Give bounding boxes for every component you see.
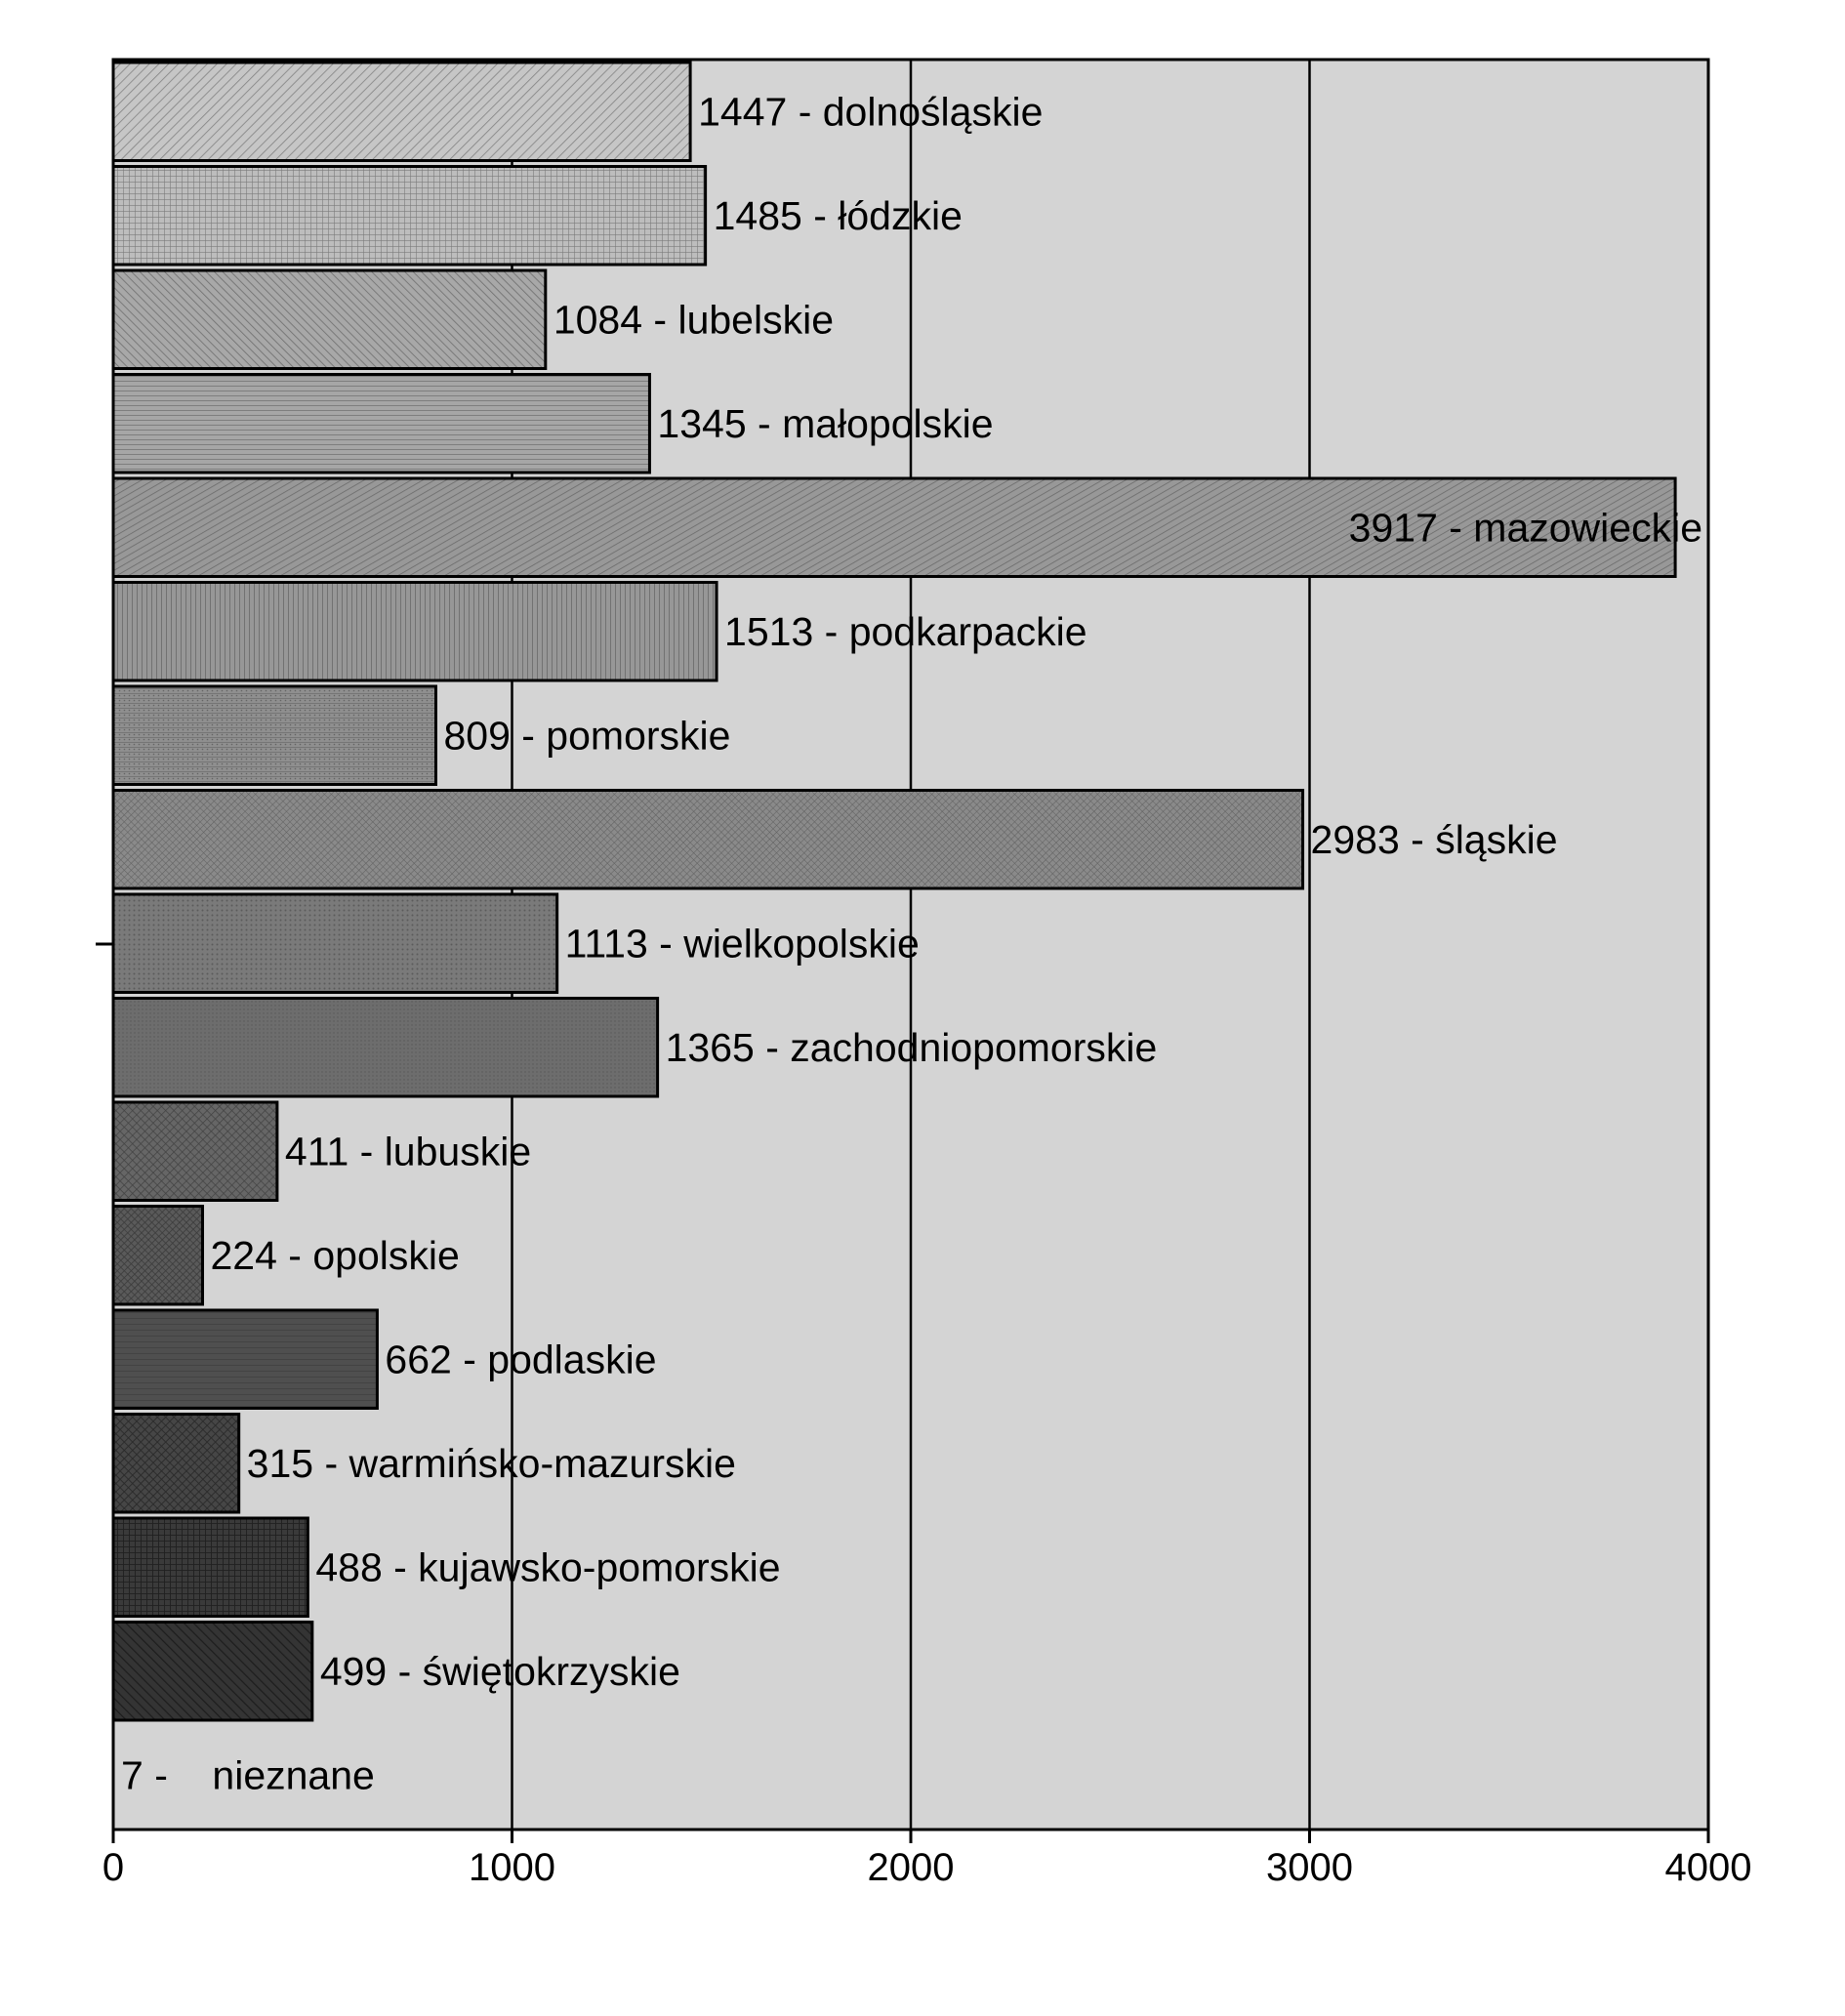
bar-opolskie <box>111 1205 205 1306</box>
bar-podkarpackie <box>111 581 718 682</box>
bar-hatch <box>111 1413 241 1514</box>
bar-zachodniopomorskie <box>111 997 660 1098</box>
bar-label-lubuskie: 411 - lubuskie <box>285 1129 531 1173</box>
bar-hatch <box>111 476 1677 578</box>
bar-hatch <box>111 1516 309 1618</box>
bar-label-śląskie: 2983 - śląskie <box>1311 817 1558 862</box>
bar-kujawsko-pomorskie <box>111 1516 309 1618</box>
bar-label-małopolskie: 1345 - małopolskie <box>657 401 993 446</box>
bar-label-wielkopolskie: 1113 - wielkopolskie <box>565 921 920 966</box>
bar-label-łódzkie: 1485 - łódzkie <box>714 193 963 238</box>
bar-lubelskie <box>111 268 548 370</box>
bar-hatch <box>111 789 1305 890</box>
bar-hatch <box>111 684 437 786</box>
bar-warmińsko-mazurskie <box>111 1413 241 1514</box>
bar-label-mazowieckie: 3917 - mazowieckie <box>1349 505 1702 550</box>
bar-hatch <box>111 581 718 682</box>
x-tick-label-4000: 4000 <box>1665 1846 1752 1889</box>
bar-lubuskie <box>111 1100 279 1202</box>
bar-dolnośląskie <box>111 61 692 162</box>
bar-label-zachodniopomorskie: 1365 - zachodniopomorskie <box>666 1025 1158 1070</box>
bar-hatch <box>111 892 559 994</box>
bar-hatch <box>111 1621 314 1722</box>
bar-label-warmińsko-mazurskie: 315 - warmińsko-mazurskie <box>247 1441 736 1486</box>
bar-label-świętokrzyskie: 499 - świętokrzyskie <box>320 1649 680 1694</box>
x-tick-label-2000: 2000 <box>868 1846 955 1889</box>
bar-label-lubelskie: 1084 - lubelskie <box>554 297 834 342</box>
bar-label-podkarpackie: 1513 - podkarpackie <box>724 609 1087 654</box>
bar-małopolskie <box>111 373 651 474</box>
bar-label-opolskie: 224 - opolskie <box>211 1233 460 1278</box>
bar-hatch <box>111 1308 379 1410</box>
bar-hatch <box>111 997 660 1098</box>
bar-hatch <box>111 1100 279 1202</box>
bar-label-dolnośląskie: 1447 - dolnośląskie <box>698 89 1043 134</box>
bar-hatch <box>111 165 708 267</box>
bar-label-nieznane: 7 - nieznane <box>121 1752 375 1797</box>
bar-wielkopolskie <box>111 892 559 994</box>
x-tick-label-3000: 3000 <box>1266 1846 1353 1889</box>
bar-mazowieckie <box>111 476 1677 578</box>
bar-pomorskie <box>111 684 437 786</box>
bar-label-kujawsko-pomorskie: 488 - kujawsko-pomorskie <box>315 1544 780 1589</box>
x-tick-label-0: 0 <box>102 1846 124 1889</box>
bar-łódzkie <box>111 165 708 267</box>
bar-label-podlaskie: 662 - podlaskie <box>385 1337 656 1381</box>
bar-hatch <box>111 61 692 162</box>
bar-świętokrzyskie <box>111 1621 314 1722</box>
bar-hatch <box>111 373 651 474</box>
bar-śląskie <box>111 789 1305 890</box>
bar-podlaskie <box>111 1308 379 1410</box>
bar-hatch <box>111 268 548 370</box>
bar-label-pomorskie: 809 - pomorskie <box>443 713 730 758</box>
x-tick-label-1000: 1000 <box>469 1846 555 1889</box>
bar-hatch <box>111 1205 205 1306</box>
